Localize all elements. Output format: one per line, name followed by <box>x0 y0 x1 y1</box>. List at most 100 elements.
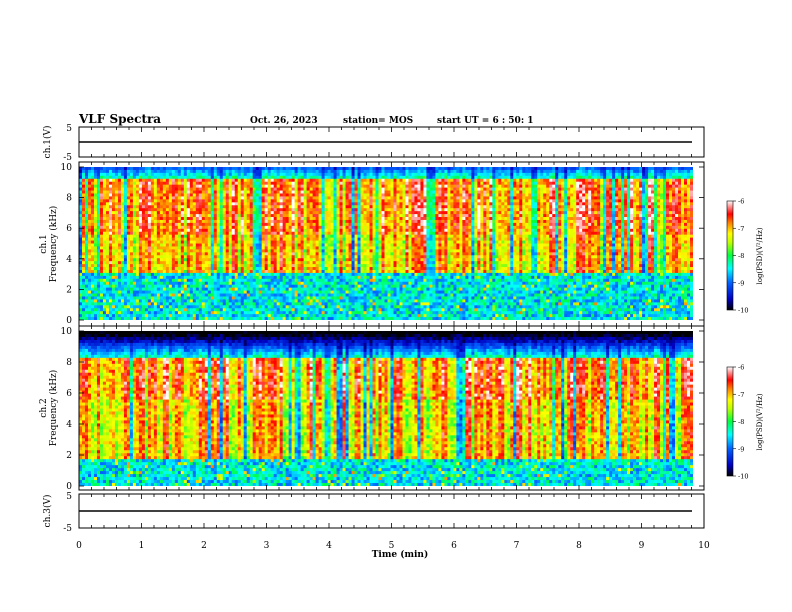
spectrogram-cell <box>249 311 254 315</box>
spectrogram-cell <box>189 269 194 274</box>
spectrogram-cell <box>105 261 110 265</box>
spectrogram-cell <box>327 196 331 200</box>
spectrogram-cell <box>282 275 287 280</box>
spectrogram-cell <box>252 269 257 274</box>
spectrogram-cell <box>153 258 158 262</box>
spectrogram-cell <box>192 214 197 218</box>
spectrogram-cell <box>336 269 340 274</box>
spectrogram-cell <box>219 172 224 177</box>
spectrogram-cell <box>135 240 140 244</box>
spectrogram-cell <box>252 231 257 236</box>
spectrogram-cell <box>243 196 248 200</box>
spectrogram-cell <box>354 261 358 265</box>
spectrogram-cell <box>198 178 203 183</box>
spectrogram-cell <box>333 202 337 206</box>
spectrogram-cell <box>120 299 125 303</box>
spectrogram-cell <box>177 299 182 303</box>
spectrogram-cell <box>189 181 194 186</box>
spectrogram-cell <box>141 217 146 221</box>
spectrogram-cell <box>102 287 107 291</box>
spectrogram-cell <box>330 196 334 200</box>
spectrogram-cell <box>120 205 125 209</box>
spectrogram-cell <box>117 314 122 318</box>
spectrogram-cell <box>252 167 257 171</box>
spectrogram-cell <box>291 208 296 212</box>
spectrogram-cell <box>306 211 311 215</box>
spectrogram-cell <box>345 211 349 215</box>
spectrogram-cell <box>159 193 164 197</box>
spectrogram-cell <box>234 202 239 206</box>
spectrogram-cell <box>339 281 343 286</box>
spectrogram-cell <box>222 272 227 277</box>
spectrogram-cell <box>198 278 203 283</box>
spectrogram-cell <box>243 184 248 188</box>
spectrogram-cell <box>138 193 143 197</box>
spectrogram-cell <box>330 169 334 174</box>
spectrogram-cell <box>207 302 212 306</box>
spectrogram-cell <box>354 308 358 312</box>
spectrogram-cell <box>186 208 191 212</box>
spectrogram-cell <box>327 234 331 239</box>
spectrogram-cell <box>204 214 209 218</box>
spectrogram-cell <box>333 281 337 286</box>
spectrogram-cell <box>273 246 278 250</box>
spectrogram-cell <box>240 278 245 283</box>
spectrogram-cell <box>150 272 155 277</box>
spectrogram-cell <box>324 281 328 286</box>
spectrogram-cell <box>222 208 227 212</box>
spectrogram-cell <box>84 187 89 191</box>
spectrogram-cell <box>165 275 170 280</box>
spectrogram-cell <box>303 225 308 230</box>
spectrogram-cell <box>312 228 317 233</box>
spectrogram-cell <box>297 237 302 241</box>
spectrogram-cell <box>213 302 218 306</box>
spectrogram-cell <box>276 205 281 209</box>
spectrogram-cell <box>321 252 325 256</box>
spectrogram-cell <box>79 299 83 303</box>
spectrogram-cell <box>207 275 212 280</box>
spectrogram-cell <box>303 249 308 253</box>
spectrogram-cell <box>207 181 212 186</box>
spectrogram-cell <box>189 255 194 259</box>
spectrogram-cell <box>144 240 149 244</box>
spectrogram-cell <box>201 208 206 212</box>
spectrogram-cell <box>204 228 209 233</box>
spectrogram-cell <box>82 278 86 283</box>
spectrogram-cell <box>225 290 230 294</box>
spectrogram-cell <box>297 296 302 300</box>
spectrogram-cell <box>345 234 349 239</box>
spectrogram-cell <box>82 208 86 212</box>
spectrogram-cell <box>348 278 352 283</box>
spectrogram-cell <box>261 308 266 312</box>
spectrogram-cell <box>291 269 296 274</box>
spectrogram-cell <box>144 193 149 197</box>
spectrogram-cell <box>213 202 218 206</box>
spectrogram-cell <box>327 172 331 177</box>
spectrogram-cell <box>348 181 352 186</box>
spectrogram-cell <box>138 181 143 186</box>
spectrogram-cell <box>270 290 275 294</box>
spectrogram-cell <box>249 222 254 227</box>
spectrogram-cell <box>276 193 281 197</box>
spectrogram-cell <box>168 184 173 188</box>
spectrogram-cell <box>291 258 296 262</box>
spectrogram-cell <box>207 231 212 236</box>
spectrogram-cell <box>186 181 191 186</box>
spectrogram-cell <box>210 196 215 200</box>
spectrogram-cell <box>300 281 305 286</box>
spectrogram-cell <box>222 175 227 180</box>
spectrogram-cell <box>135 178 140 183</box>
spectrogram-cell <box>96 240 101 244</box>
spectrogram-cell <box>309 264 314 268</box>
spectrogram-cell <box>99 302 104 306</box>
spectrogram-cell <box>273 255 278 259</box>
spectrogram-cell <box>351 234 355 239</box>
spectrogram-cell <box>117 290 122 294</box>
spectrogram-cell <box>180 231 185 236</box>
spectrogram-cell <box>222 261 227 265</box>
spectrogram-cell <box>297 305 302 309</box>
spectrogram-cell <box>252 243 257 247</box>
spectrogram-cell <box>312 181 317 186</box>
spectrogram-cell <box>348 222 352 227</box>
spectrogram-cell <box>132 222 137 227</box>
